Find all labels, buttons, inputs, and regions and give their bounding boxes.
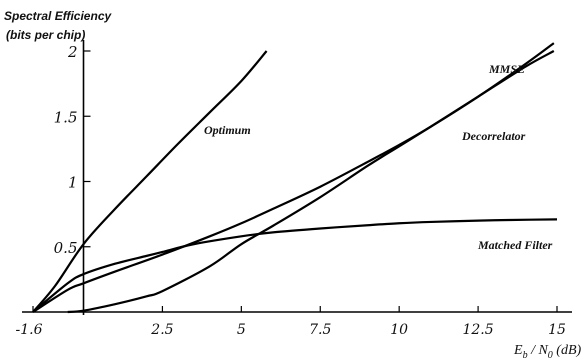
y-tick-label: 1.5 <box>54 108 78 126</box>
x-tick-label: 10 <box>390 322 408 338</box>
y-axis-label-line-1: Spectral Efficiency <box>4 9 112 23</box>
series-label-decorrelator: Decorrelator <box>461 129 526 143</box>
series-line-optimum <box>32 50 268 313</box>
series-line-mmse <box>32 42 555 313</box>
x-tick-label: 7.5 <box>309 322 331 338</box>
y-axis-ticks: 0.5 1 1.5 2 <box>54 43 91 257</box>
x-axis-label: Eb / N0 (dB) <box>513 343 582 361</box>
series-curves <box>32 42 558 314</box>
series-label-optimum: Optimum <box>204 123 251 137</box>
x-tick-label: 15 <box>548 322 566 338</box>
x-tick-label: 2.5 <box>150 322 173 338</box>
x-tick-label: -1.6 <box>16 322 43 338</box>
y-tick-label: 2 <box>67 43 78 61</box>
y-tick-label: 0.5 <box>54 239 78 257</box>
y-tick-label: 1 <box>68 174 78 192</box>
series-line-decorrelator <box>67 50 555 314</box>
x-tick-label: 12.5 <box>462 322 493 338</box>
series-label-mmse: MMSE <box>488 62 525 76</box>
x-axis-ticks: -1.6 2.5 5 7.5 10 12.5 15 <box>16 306 566 338</box>
series-label-matched-filter: Matched Filter <box>477 238 553 252</box>
y-axis-label-line-2: (bits per chip) <box>6 28 85 42</box>
x-tick-label: 5 <box>237 322 246 338</box>
series-line-matched-filter <box>32 218 558 313</box>
